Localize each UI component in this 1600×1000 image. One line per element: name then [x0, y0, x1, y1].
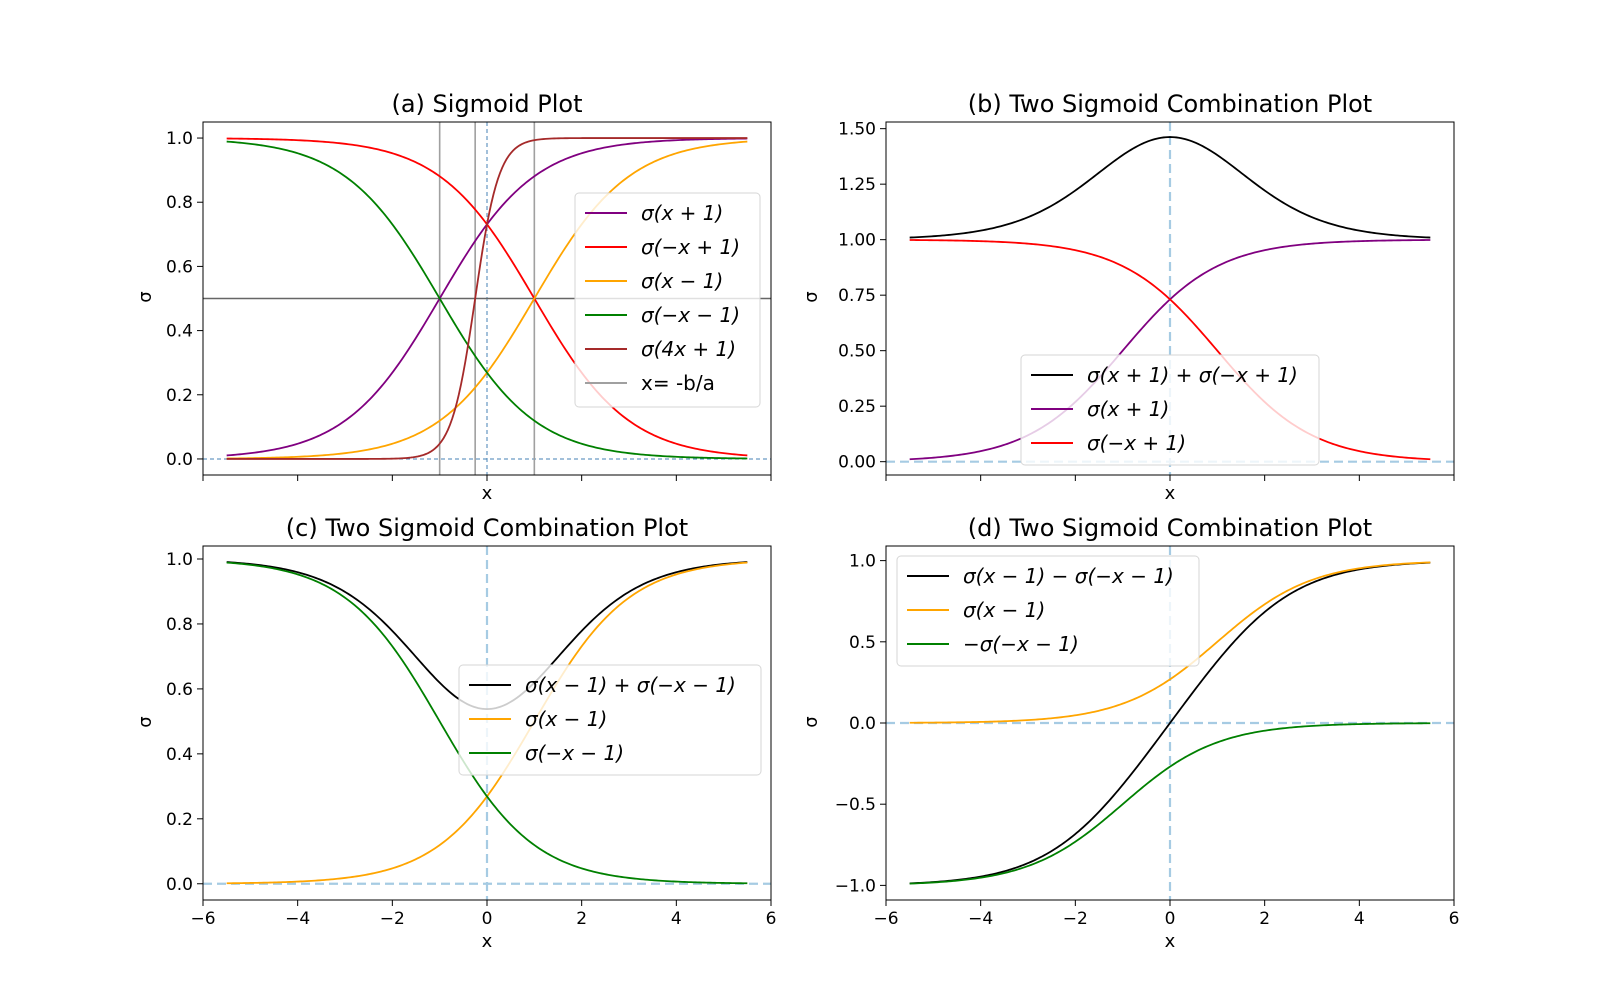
chart-a-ytick-label-2: 0.4 [166, 322, 193, 342]
chart-a-ytick-label-5: 1.0 [166, 129, 193, 149]
chart-b-ytick-label-6: 1.50 [838, 120, 876, 140]
chart-c-legend-box [458, 664, 762, 776]
chart-b-ylabel: σ [801, 291, 822, 302]
chart-b-legend-label-1: σ(x + 1) [1087, 397, 1169, 421]
chart-d-xtick-label-5: 4 [1354, 909, 1365, 929]
chart-c: (c) Two Sigmoid Combination Plot x σ −6 −… [135, 514, 776, 952]
chart-c-xtick-label-5: 4 [671, 909, 682, 929]
chart-a-legend-label-4: σ(4x + 1) [641, 337, 736, 361]
chart-d-ytick-label-2: 0.0 [849, 714, 876, 734]
chart-a-legend-label-5: x= -b/a [641, 371, 715, 395]
chart-d-ytick-label-4: 1.0 [849, 552, 876, 572]
chart-c-xtick-label-1: −4 [285, 909, 310, 929]
chart-d-ytick-label-0: −1.0 [835, 876, 876, 896]
chart-b-ytick-label-2: 0.50 [838, 342, 876, 362]
chart-c-legend-label-2: σ(−x − 1) [525, 741, 624, 765]
chart-c-ytick-label-4: 0.8 [166, 615, 193, 635]
chart-c-ytick-label-1: 0.2 [166, 810, 193, 830]
chart-d-xtick-label-0: −6 [873, 909, 898, 929]
chart-c-xtick-label-0: −6 [190, 909, 215, 929]
chart-b-legend-label-2: σ(−x + 1) [1087, 431, 1186, 455]
chart-d-legend: σ(x − 1) − σ(−x − 1) σ(x − 1) −σ(−x − 1) [896, 555, 1200, 667]
chart-d-ylabel: σ [801, 716, 822, 727]
chart-d: (d) Two Sigmoid Combination Plot x σ −6 −… [801, 514, 1459, 952]
chart-d-xtick-label-1: −4 [968, 909, 993, 929]
chart-a-ylabel: σ [135, 291, 156, 302]
chart-b-ytick-label-1: 0.25 [838, 397, 876, 417]
chart-d-title: (d) Two Sigmoid Combination Plot [968, 514, 1372, 542]
chart-a-ytick-label-4: 0.8 [166, 193, 193, 213]
chart-b-title: (b) Two Sigmoid Combination Plot [968, 90, 1372, 118]
chart-d-series-0-line [909, 561, 1431, 885]
chart-a-ytick-label-0: 0.0 [166, 450, 193, 470]
chart-a-legend: σ(x + 1) σ(−x + 1) σ(x − 1) σ(−x − 1) σ(4x +… [574, 192, 761, 408]
chart-d-legend-label-1: σ(x − 1) [963, 598, 1045, 622]
chart-a-series-4-line [226, 137, 748, 460]
chart-b-plot-area [886, 122, 1454, 475]
chart-d-xtick-label-4: 2 [1259, 909, 1270, 929]
chart-c-legend-label-1: σ(x − 1) [525, 707, 607, 731]
chart-a-ytick-label-1: 0.2 [166, 386, 193, 406]
chart-c-xtick-label-3: 0 [482, 909, 493, 929]
chart-a-legend-label-2: σ(x − 1) [641, 269, 723, 293]
chart-d-ytick-label-1: −0.5 [835, 795, 876, 815]
chart-d-xtick-label-6: 6 [1449, 909, 1460, 929]
chart-c-xtick-label-4: 2 [576, 909, 587, 929]
chart-c-legend: σ(x − 1) + σ(−x − 1) σ(x − 1) σ(−x − 1) [458, 664, 762, 776]
chart-d-legend-box [896, 555, 1200, 667]
chart-c-title: (c) Two Sigmoid Combination Plot [286, 514, 688, 542]
chart-d-xtick-label-3: 0 [1165, 909, 1176, 929]
chart-b-legend: σ(x + 1) + σ(−x + 1) σ(x + 1) σ(−x + 1) [1020, 354, 1320, 466]
chart-a-series-3-line [226, 140, 748, 460]
chart-c-ytick-label-0: 0.0 [166, 875, 193, 895]
chart-c-series-2-line [226, 561, 748, 885]
chart-a-xlabel: x [482, 483, 493, 504]
chart-c-ylabel: σ [135, 716, 156, 727]
chart-d-series-2-line [909, 722, 1431, 885]
chart-a-legend-label-3: σ(−x − 1) [641, 303, 740, 327]
chart-b-ytick-label-4: 1.00 [838, 231, 876, 251]
chart-c-xtick-label-6: 6 [766, 909, 777, 929]
chart-b-xlabel: x [1165, 483, 1176, 504]
chart-b-legend-box [1020, 354, 1320, 466]
chart-b-ytick-label-3: 0.75 [838, 286, 876, 306]
chart-a-legend-label-1: σ(−x + 1) [641, 235, 740, 259]
chart-c-ytick-label-2: 0.4 [166, 745, 193, 765]
chart-c-xlabel: x [482, 931, 493, 952]
chart-d-xlabel: x [1165, 931, 1176, 952]
chart-c-ytick-label-5: 1.0 [166, 550, 193, 570]
chart-b-ytick-label-0: 0.00 [838, 453, 876, 473]
chart-d-ytick-label-3: 0.5 [849, 633, 876, 653]
chart-b: (b) Two Sigmoid Combination Plot x σ 0.0… [801, 90, 1455, 504]
chart-a-ytick-label-3: 0.6 [166, 257, 193, 277]
chart-c-xtick-label-2: −2 [380, 909, 405, 929]
chart-d-legend-label-0: σ(x − 1) − σ(−x − 1) [963, 564, 1174, 588]
chart-d-series-1-line [909, 561, 1431, 724]
chart-d-xtick-label-2: −2 [1063, 909, 1088, 929]
chart-c-ytick-label-3: 0.6 [166, 680, 193, 700]
chart-b-series-0-line [909, 136, 1431, 239]
chart-b-ytick-label-5: 1.25 [838, 175, 876, 195]
chart-b-legend-label-0: σ(x + 1) + σ(−x + 1) [1087, 363, 1298, 387]
chart-d-legend-label-2: −σ(−x − 1) [963, 632, 1079, 656]
chart-c-legend-label-0: σ(x − 1) + σ(−x − 1) [525, 673, 736, 697]
chart-a: (a) Sigmoid Plot x σ 0.0 0.2 0.4 0.6 0.8 1.0 σ… [135, 90, 772, 504]
chart-a-title: (a) Sigmoid Plot [391, 90, 582, 118]
chart-b-series-2-line [909, 239, 1431, 461]
chart-a-legend-label-0: σ(x + 1) [641, 201, 723, 225]
